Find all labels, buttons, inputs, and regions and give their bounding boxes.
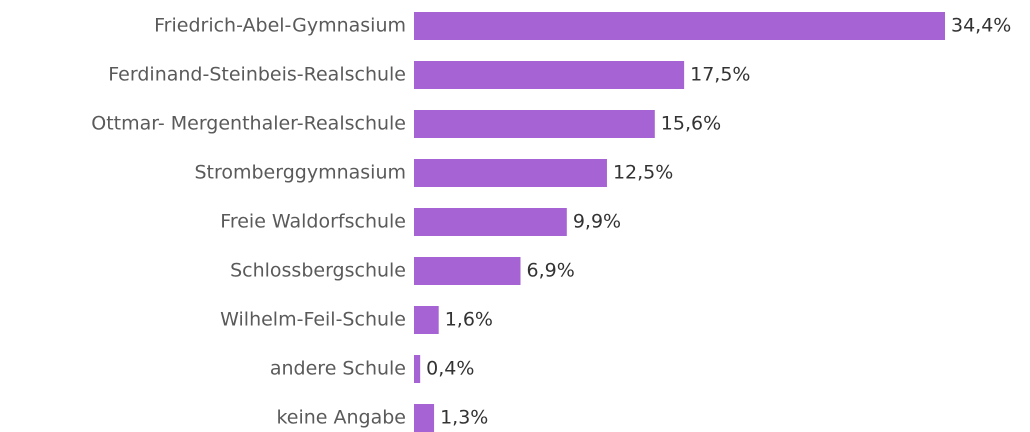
- category-label: Ferdinand-Steinbeis-Realschule: [108, 64, 406, 86]
- category-label: Ottmar- Mergenthaler-Realschule: [91, 113, 406, 135]
- bar: [414, 110, 655, 138]
- value-label: 9,9%: [573, 211, 621, 233]
- category-label: Friedrich-Abel-Gymnasium: [154, 15, 406, 37]
- bar: [414, 404, 435, 432]
- category-label: Wilhelm-Feil-Schule: [220, 309, 406, 331]
- value-label: 12,5%: [613, 162, 673, 184]
- bar: [414, 61, 685, 89]
- value-label: 1,6%: [445, 309, 493, 331]
- category-label: andere Schule: [270, 358, 406, 380]
- category-label: Schlossbergschule: [230, 260, 406, 282]
- bar: [414, 159, 607, 187]
- value-label: 17,5%: [690, 64, 750, 86]
- value-label: 0,4%: [426, 358, 474, 380]
- bar: [414, 306, 439, 334]
- value-label: 1,3%: [440, 407, 488, 429]
- value-label: 34,4%: [951, 15, 1011, 37]
- bar: [414, 208, 567, 236]
- bar: [414, 355, 421, 383]
- value-label: 6,9%: [527, 260, 575, 282]
- category-label: keine Angabe: [276, 407, 406, 429]
- value-label: 15,6%: [661, 113, 721, 135]
- category-label: Stromberggymnasium: [194, 162, 406, 184]
- bar: [414, 12, 945, 40]
- category-label: Freie Waldorfschule: [220, 211, 406, 233]
- bar: [414, 257, 521, 285]
